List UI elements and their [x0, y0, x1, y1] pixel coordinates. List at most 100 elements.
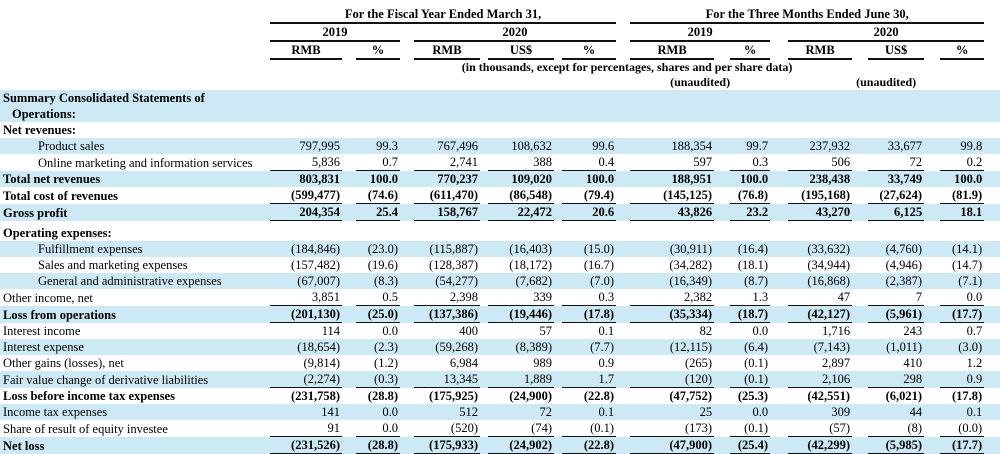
cell-value: (175,925)	[429, 389, 478, 403]
col-gap	[714, 388, 730, 405]
col-gap	[616, 371, 631, 388]
cell-value	[488, 122, 554, 138]
cell-value	[868, 122, 924, 138]
col-gap	[342, 225, 356, 241]
col-gap	[342, 289, 356, 306]
year-row: 2019 2020 2019 2020	[0, 23, 1000, 42]
cell-value: (1.2)	[374, 356, 398, 370]
cell-value	[788, 225, 852, 241]
cell-value: 597	[630, 154, 715, 171]
cell-value	[562, 90, 617, 122]
col-gap	[554, 170, 562, 187]
cell-value: 0.7	[966, 324, 983, 338]
section-gap	[616, 75, 630, 90]
row-label: Product sales	[0, 138, 270, 154]
cell-value: (7.7)	[562, 339, 617, 355]
cell-value: (18,172)	[509, 258, 552, 272]
cell-value	[868, 90, 925, 122]
col-gap	[400, 170, 414, 187]
col-gap	[852, 225, 868, 241]
fy-2020-label: 2020	[414, 23, 617, 42]
col-gap	[924, 289, 940, 306]
col-gap	[852, 170, 869, 187]
cell-value: (25.4)	[730, 436, 771, 454]
cell-value	[940, 225, 984, 241]
table-row: Total net revenues 803,831 100.0 770,237 109…	[0, 170, 1000, 187]
cell-value: (265)	[685, 356, 713, 370]
row-label: General and administrative expenses	[0, 273, 270, 289]
section-gap	[616, 4, 630, 23]
table-header: For the Fiscal Year Ended March 31, For …	[0, 4, 1000, 90]
row-label: Summary Consolidated Statements of Opera…	[0, 90, 270, 122]
col-gap	[400, 154, 414, 171]
col-gap	[480, 257, 488, 273]
col-gap	[554, 371, 562, 388]
col-gap	[924, 339, 941, 355]
cell-value: (6.4)	[730, 339, 771, 355]
col-gap	[852, 436, 869, 454]
header-spacer	[984, 75, 1000, 90]
cell-value: (16.7)	[583, 258, 615, 272]
row-spacer-cell	[0, 220, 1000, 225]
cell-value: 20.6	[562, 203, 617, 221]
col-gap	[714, 187, 730, 204]
col-gap	[400, 436, 414, 454]
cell-value: 72	[868, 154, 925, 171]
col-gap	[924, 420, 940, 437]
col-gap	[924, 355, 940, 371]
col-gap	[616, 273, 631, 289]
cell-value: 2,398	[414, 289, 480, 306]
header-spacer	[0, 23, 270, 41]
section-gap	[616, 23, 630, 41]
cell-value: 57	[539, 324, 553, 338]
tm-2020-label: 2020	[788, 23, 985, 42]
cell-value: (184,846)	[270, 241, 342, 257]
header-spacer	[984, 59, 1000, 75]
col-gap	[554, 154, 562, 171]
cell-value: (2.3)	[356, 339, 400, 355]
table-row: Summary Consolidated Statements of Opera…	[0, 90, 1000, 122]
col-gap	[770, 371, 789, 388]
col-gap	[714, 355, 730, 371]
cell-value: 0.7	[356, 154, 400, 171]
col-gap	[400, 138, 414, 154]
col-gap	[342, 241, 356, 257]
cell-value	[788, 90, 853, 122]
col-gap	[714, 273, 731, 289]
col-gap	[984, 225, 1000, 241]
col-gap	[554, 241, 562, 257]
cell-value: (17.8)	[562, 305, 617, 323]
col-gap	[554, 273, 562, 289]
col-gap	[852, 339, 869, 355]
col-gap	[852, 289, 868, 306]
tm20-rmb-header: RMB	[788, 41, 853, 60]
row-label: Interest expense	[0, 339, 270, 355]
col-gap	[554, 339, 562, 355]
table-row: Online marketing and information service…	[0, 154, 1000, 171]
cell-value: (14.1)	[940, 241, 985, 257]
col-gap	[616, 305, 631, 323]
col-gap	[770, 355, 788, 371]
col-gap	[852, 257, 868, 273]
col-gap	[616, 323, 630, 340]
col-gap	[616, 90, 631, 122]
col-gap	[616, 122, 630, 138]
cell-value: 3,851	[270, 289, 342, 306]
table-row: Loss before income tax expenses (231,758)…	[0, 388, 1000, 405]
col-gap	[924, 122, 940, 138]
col-gap	[480, 241, 488, 257]
col-gap	[770, 436, 789, 454]
cell-value: 1.2	[966, 356, 983, 370]
cell-value: 0.0	[730, 404, 771, 420]
col-gap	[400, 187, 414, 204]
cell-value	[270, 122, 342, 138]
cell-value: (28.8)	[367, 389, 398, 403]
col-gap	[924, 305, 941, 323]
col-gap	[770, 273, 789, 289]
cell-value: 1,889	[488, 371, 554, 388]
cell-value: (59,268)	[414, 339, 480, 355]
col-gap	[554, 436, 562, 454]
col-gap	[984, 323, 1000, 340]
col-gap	[984, 355, 1000, 371]
cell-value: 0.0	[940, 289, 985, 306]
